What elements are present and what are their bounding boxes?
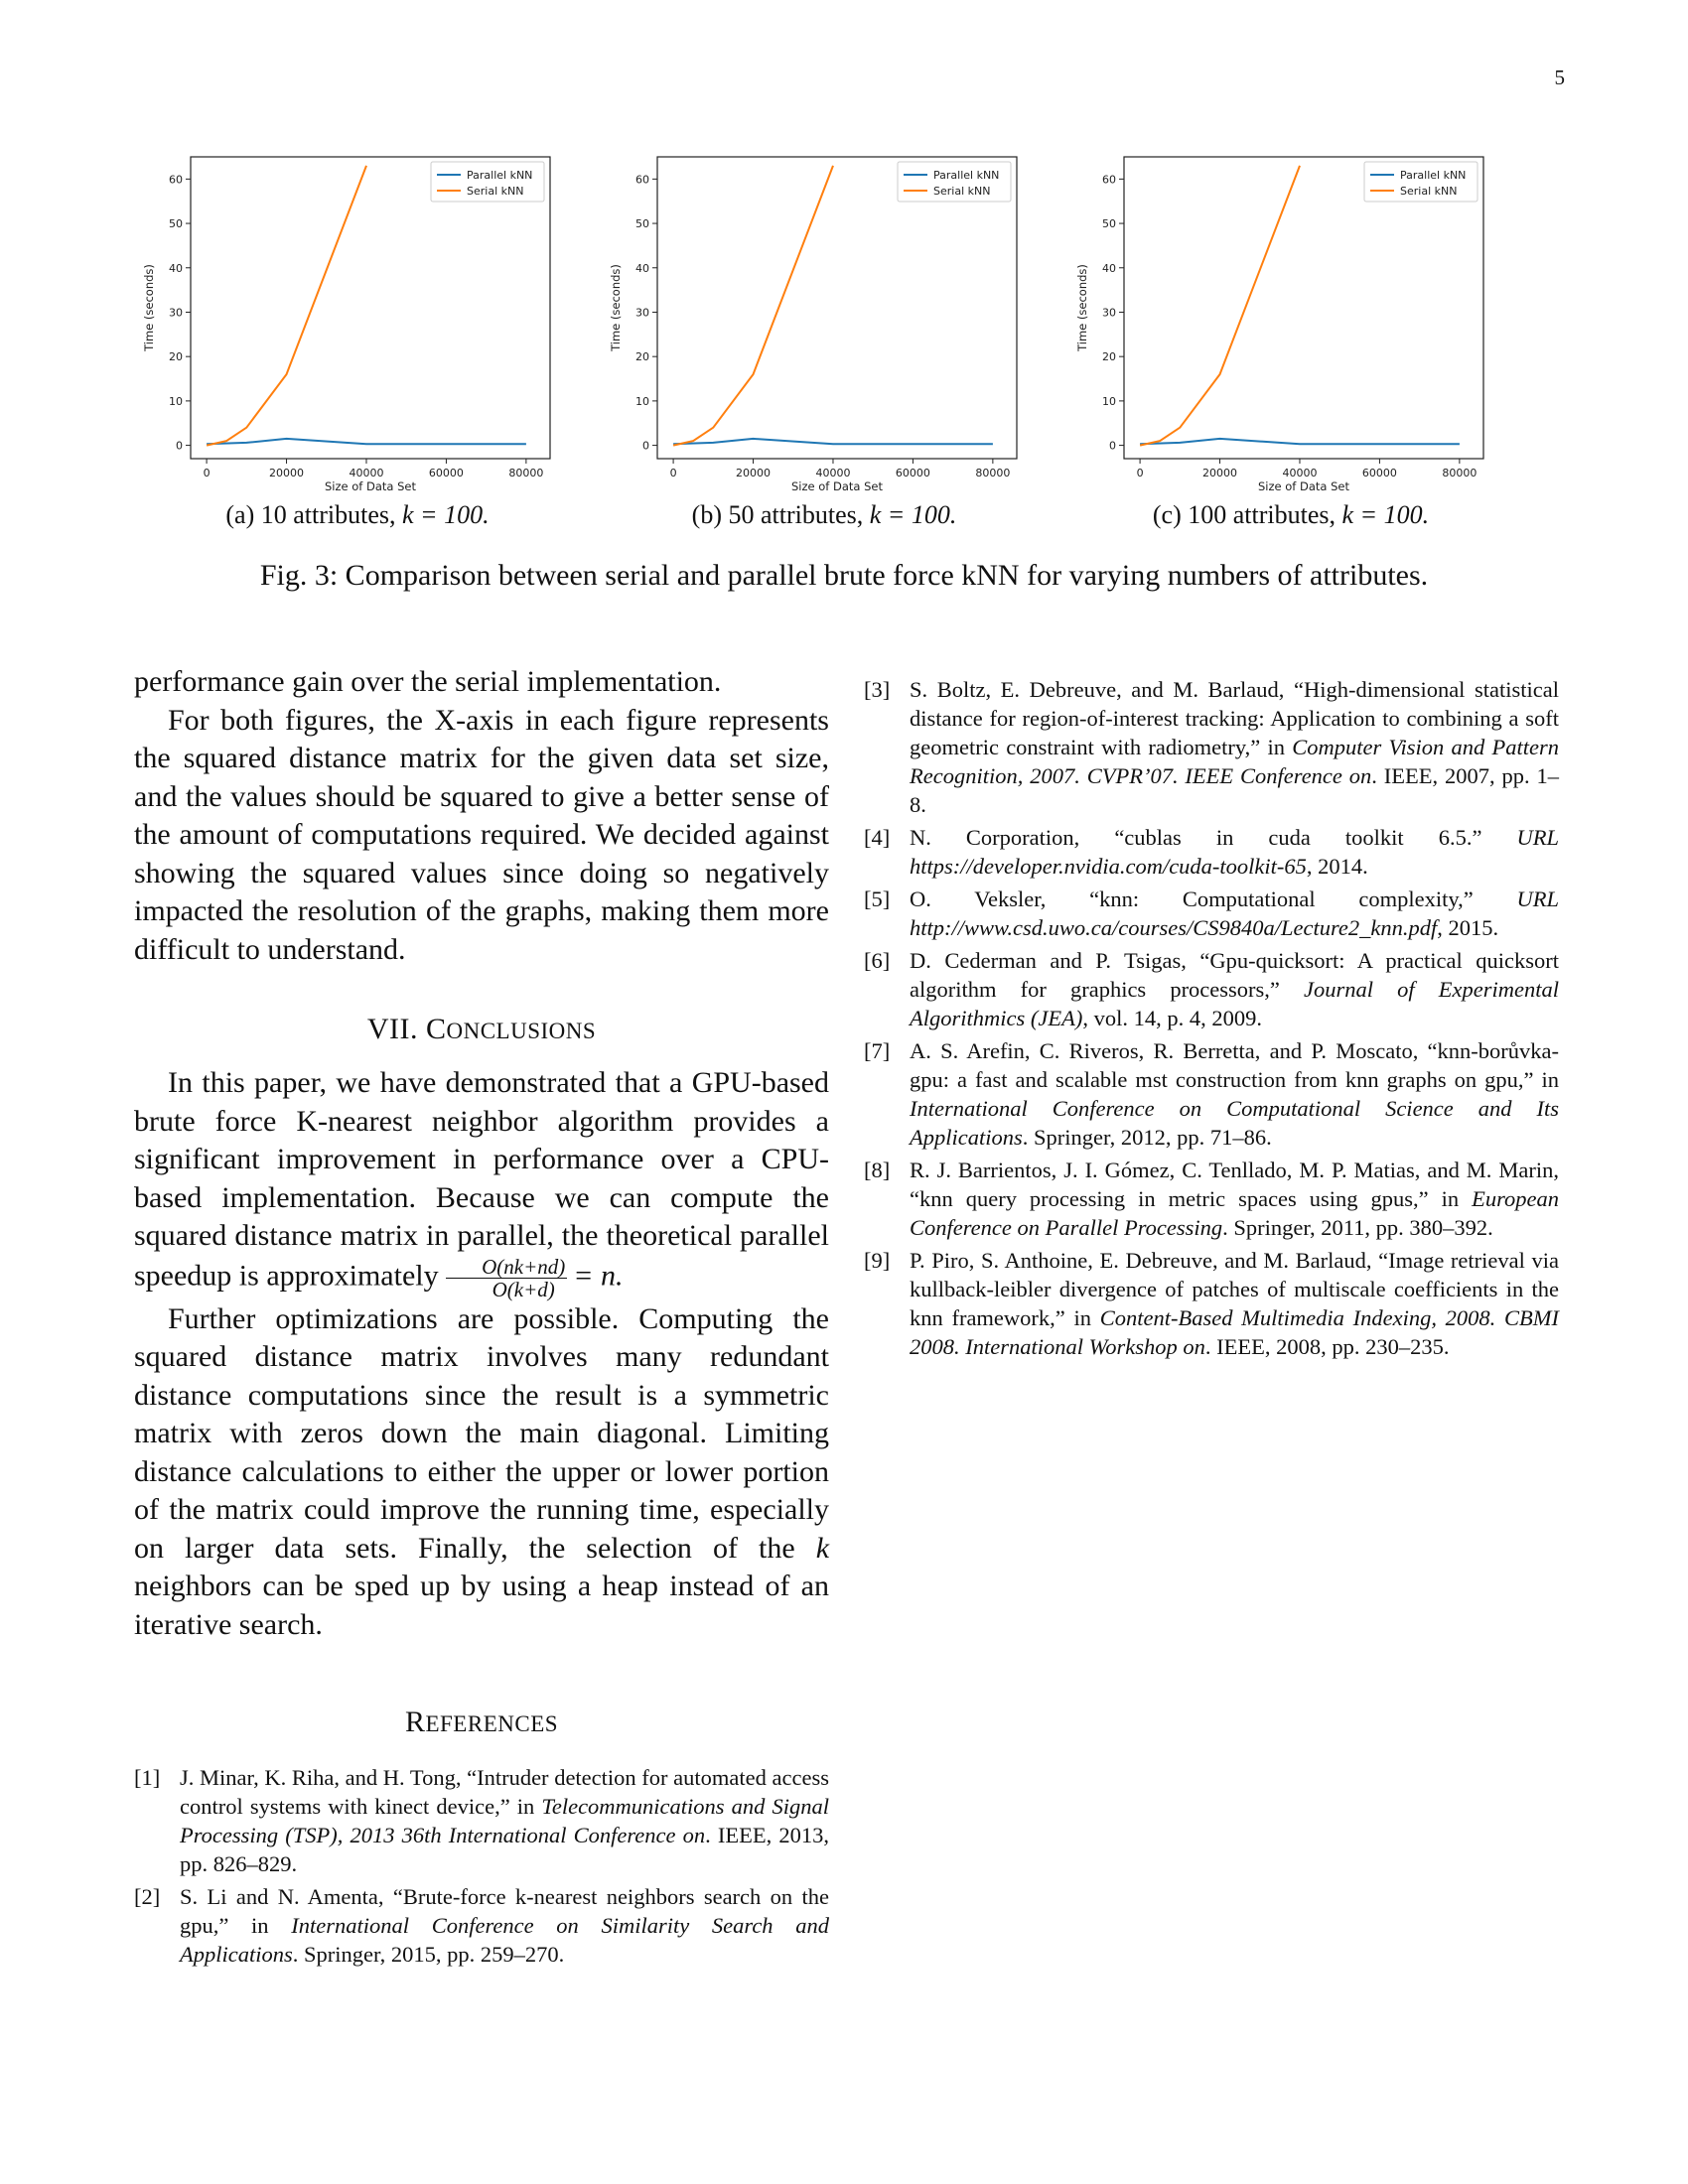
y-tick-label: 40 [169, 262, 183, 275]
y-axis-label: Time (seconds) [609, 264, 623, 352]
subfigure-caption: (c) 100 attributes, k = 100. [1152, 500, 1430, 529]
y-tick-label: 10 [169, 395, 183, 408]
reference-item: [7] A. S. Arefin, C. Riveros, R. Berretta… [864, 1038, 1559, 1150]
y-tick-label: 30 [1102, 306, 1116, 319]
y-tick-label: 0 [1109, 440, 1116, 453]
plot-frame [1123, 156, 1484, 460]
series-line-1 [206, 165, 367, 447]
x-tick-label: 20000 [269, 467, 304, 479]
plot-frame [656, 156, 1018, 460]
legend-label-0: Parallel kNN [1400, 169, 1466, 182]
series-line-1 [672, 165, 834, 447]
x-tick-label: 80000 [975, 467, 1010, 479]
x-tick-label: 0 [1137, 467, 1144, 479]
chart-b: 0 10 20 30 40 50 60 0 20000 40000 60000 80000 Size o… [609, 156, 1018, 493]
x-tick-label: 0 [204, 467, 211, 479]
y-tick-label: 0 [176, 440, 183, 453]
legend-label-1: Serial kNN [933, 185, 990, 198]
series-line-0 [673, 437, 993, 446]
y-tick-label: 30 [169, 306, 183, 319]
y-tick-label: 40 [635, 262, 649, 275]
x-tick-label: 80000 [508, 467, 543, 479]
paragraph-continuation: performance gain over the serial impleme… [134, 665, 722, 698]
x-tick-label: 40000 [815, 467, 850, 479]
series-line-0 [1140, 437, 1460, 446]
reference-item: [2] S. Li and N. Amenta, “Brute-force k-n… [134, 1884, 829, 1967]
x-tick-label: 40000 [349, 467, 383, 479]
reference-item: [4] N. Corporation, “cublas in cuda toolk… [864, 825, 1559, 879]
x-axis-label: Size of Data Set [791, 479, 883, 493]
y-tick-label: 50 [1102, 217, 1116, 230]
y-axis-label: Time (seconds) [1075, 264, 1089, 352]
x-tick-label: 20000 [1202, 467, 1237, 479]
subfigure-c: 0 10 20 30 40 50 60 0 20000 40000 60000 80000 Size o… [1072, 147, 1509, 544]
subfigure-a: 0 10 20 30 40 50 60 0 20000 40000 60000 80000 Size o… [139, 147, 576, 544]
reference-item: [6] D. Cederman and P. Tsigas, “Gpu-quick… [864, 948, 1559, 1030]
x-axis-label: Size of Data Set [325, 479, 416, 493]
y-tick-label: 10 [1102, 395, 1116, 408]
y-tick-label: 60 [1102, 173, 1116, 186]
y-tick-label: 20 [169, 350, 183, 363]
y-tick-label: 60 [169, 173, 183, 186]
reference-item: [1] J. Minar, K. Riha, and H. Tong, “Intr… [134, 1765, 829, 1876]
y-tick-label: 50 [635, 217, 649, 230]
figure-caption: Fig. 3: Comparison between serial and pa… [259, 559, 1429, 592]
x-tick-label: 60000 [896, 467, 930, 479]
subfigure-caption: (a) 10 attributes, k = 100. [225, 500, 490, 529]
paragraph-conclusions: In this paper, we have demonstrated that… [134, 1066, 829, 1301]
paragraph-optimizations: Further optimizations are possible. Comp… [134, 1301, 830, 1641]
reference-item: [8] R. J. Barrientos, J. I. Gómez, C. Ten… [864, 1158, 1559, 1240]
series-line-0 [207, 437, 526, 446]
figure-3: 0 10 20 30 40 50 60 0 20000 40000 60000 80000 Size o… [139, 147, 1549, 594]
subfigure-caption: (b) 50 attributes, k = 100. [691, 500, 957, 529]
y-tick-label: 50 [169, 217, 183, 230]
left-column: performance gain over the serial impleme… [134, 663, 829, 1973]
section-title-references: REFERENCES [404, 1706, 559, 1738]
page-number: 5 [1554, 66, 1566, 89]
x-tick-label: 20000 [736, 467, 771, 479]
x-tick-label: 60000 [1362, 467, 1397, 479]
chart-a: 0 10 20 30 40 50 60 0 20000 40000 60000 80000 Size o… [142, 156, 551, 493]
section-title-conclusions: VII. CONCLUSIONS [366, 1013, 597, 1045]
speedup-fraction: O(nk+nd) O(k+d) [446, 1256, 568, 1300]
series-line-1 [1139, 165, 1301, 447]
y-tick-label: 30 [635, 306, 649, 319]
y-tick-label: 20 [635, 350, 649, 363]
x-tick-label: 60000 [429, 467, 464, 479]
reference-item: [5] O. Veksler, “knn: Computational compl… [864, 887, 1559, 940]
y-tick-label: 10 [635, 395, 649, 408]
legend-label-1: Serial kNN [467, 185, 523, 198]
legend-label-0: Parallel kNN [467, 169, 532, 182]
subfigure-b: 0 10 20 30 40 50 60 0 20000 40000 60000 80000 Size o… [606, 147, 1043, 544]
legend-label-1: Serial kNN [1400, 185, 1457, 198]
reference-item: [9] P. Piro, S. Anthoine, E. Debreuve, an… [864, 1248, 1559, 1359]
x-tick-label: 80000 [1442, 467, 1477, 479]
x-axis-label: Size of Data Set [1258, 479, 1349, 493]
legend-label-0: Parallel kNN [933, 169, 999, 182]
y-tick-label: 40 [1102, 262, 1116, 275]
reference-item: [3] S. Boltz, E. Debreuve, and M. Barlaud… [864, 677, 1559, 817]
x-tick-label: 40000 [1282, 467, 1317, 479]
right-column: [3] S. Boltz, E. Debreuve, and M. Barlaud… [864, 675, 1559, 1365]
paragraph-axis-explanation: For both figures, the X-axis in each fig… [134, 703, 829, 966]
y-tick-label: 60 [635, 173, 649, 186]
plot-frame [190, 156, 551, 460]
x-tick-label: 0 [670, 467, 677, 479]
y-tick-label: 20 [1102, 350, 1116, 363]
references-left: [1] J. Minar, K. Riha, and H. Tong, “Intr… [134, 1763, 829, 1969]
references-right: [3] S. Boltz, E. Debreuve, and M. Barlaud… [864, 675, 1559, 1361]
y-tick-label: 0 [642, 440, 649, 453]
chart-c: 0 10 20 30 40 50 60 0 20000 40000 60000 80000 Size o… [1075, 156, 1484, 493]
y-axis-label: Time (seconds) [142, 264, 156, 352]
